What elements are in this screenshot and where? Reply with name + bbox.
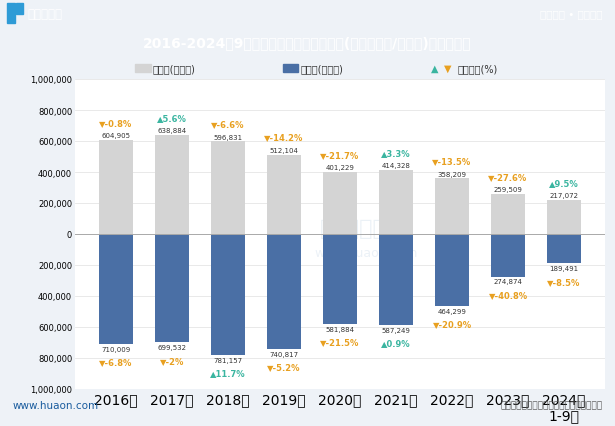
Bar	[135, 64, 151, 73]
Text: ▼-0.8%: ▼-0.8%	[99, 119, 132, 128]
Text: ▼-14.2%: ▼-14.2%	[264, 133, 304, 142]
Text: 2016-2024年9月广州高新技术产业开发区(境内目的地/货源地)进、出口额: 2016-2024年9月广州高新技术产业开发区(境内目的地/货源地)进、出口额	[143, 36, 472, 50]
Bar	[491, 194, 525, 234]
Bar	[211, 234, 245, 355]
Text: 638,884: 638,884	[157, 128, 186, 134]
Bar	[283, 64, 298, 73]
Bar	[547, 201, 581, 234]
Text: 740,817: 740,817	[269, 351, 298, 357]
Text: ▲5.6%: ▲5.6%	[157, 114, 187, 123]
Text: 出口额(万美元): 出口额(万美元)	[153, 64, 196, 74]
Text: 274,874: 274,874	[494, 279, 523, 285]
Text: ▼-20.9%: ▼-20.9%	[432, 320, 472, 328]
Bar	[323, 173, 357, 234]
Text: 189,491: 189,491	[550, 265, 579, 272]
Text: 604,905: 604,905	[101, 133, 130, 139]
Text: ▼-8.5%: ▼-8.5%	[547, 277, 581, 286]
Text: ▼-40.8%: ▼-40.8%	[488, 290, 528, 299]
Text: ▼-21.7%: ▼-21.7%	[320, 150, 360, 159]
Bar	[267, 234, 301, 349]
Text: 464,299: 464,299	[438, 308, 467, 314]
Bar	[491, 234, 525, 277]
Text: 358,209: 358,209	[437, 171, 467, 177]
Text: ▼-5.2%: ▼-5.2%	[268, 362, 301, 371]
Bar	[99, 234, 133, 344]
Text: www.huaon.com: www.huaon.com	[12, 400, 98, 410]
Bar	[155, 234, 189, 343]
Text: ▲3.3%: ▲3.3%	[381, 148, 411, 157]
Text: ▼-27.6%: ▼-27.6%	[488, 172, 528, 181]
Text: 512,104: 512,104	[269, 147, 298, 153]
Bar	[379, 234, 413, 325]
Bar	[435, 179, 469, 234]
Text: 数据来源：中国海关，华经产业研究院整理: 数据来源：中国海关，华经产业研究院整理	[501, 400, 603, 409]
Bar	[16, 4, 23, 15]
Text: 710,009: 710,009	[101, 346, 130, 352]
Text: 进口额(万美元): 进口额(万美元)	[300, 64, 343, 74]
Bar	[267, 155, 301, 234]
Bar	[323, 234, 357, 325]
Text: 同比增长(%): 同比增长(%)	[458, 64, 498, 74]
Text: 华经情报网: 华经情报网	[28, 8, 63, 20]
Text: ▼-6.8%: ▼-6.8%	[99, 357, 133, 366]
Text: ▲11.7%: ▲11.7%	[210, 368, 246, 377]
Text: 401,229: 401,229	[325, 164, 354, 170]
Text: 587,249: 587,249	[381, 327, 410, 333]
Text: 699,532: 699,532	[157, 345, 186, 351]
Bar	[379, 170, 413, 234]
Text: www.huaon.com: www.huaon.com	[315, 247, 418, 259]
Text: ▼-6.6%: ▼-6.6%	[211, 120, 245, 129]
Text: 华经产业研究院: 华经产业研究院	[320, 218, 413, 238]
Bar	[7, 4, 15, 24]
Text: 596,831: 596,831	[213, 134, 242, 140]
Text: 217,072: 217,072	[550, 193, 579, 199]
Bar	[435, 234, 469, 306]
Bar	[547, 234, 581, 264]
Text: ▲9.5%: ▲9.5%	[549, 179, 579, 188]
Bar	[155, 135, 189, 234]
Text: 259,509: 259,509	[494, 187, 523, 193]
Text: 414,328: 414,328	[381, 163, 410, 169]
Text: ▼-13.5%: ▼-13.5%	[432, 157, 472, 166]
Bar	[99, 141, 133, 234]
Text: ▲: ▲	[430, 64, 438, 74]
Text: 581,884: 581,884	[325, 326, 354, 332]
Text: 781,157: 781,157	[213, 357, 242, 363]
Text: ▼: ▼	[444, 64, 451, 74]
Text: ▼-2%: ▼-2%	[160, 356, 184, 365]
Text: ▲0.9%: ▲0.9%	[381, 338, 411, 347]
Text: ▼-21.5%: ▼-21.5%	[320, 337, 360, 347]
Text: 专业严谨 • 客观科学: 专业严谨 • 客观科学	[540, 9, 603, 19]
Bar	[211, 142, 245, 234]
